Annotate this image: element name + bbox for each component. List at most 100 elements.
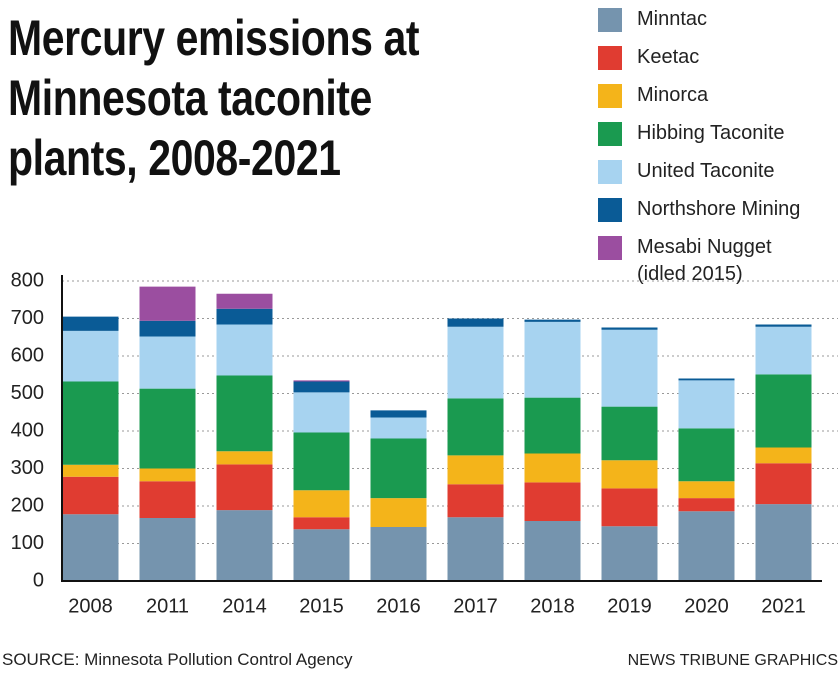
legend-label: Minorca [637, 84, 709, 106]
bar-segment [293, 392, 350, 433]
x-tick-label: 2017 [453, 595, 498, 617]
bar-segment [139, 336, 196, 389]
y-tick-label: 0 [33, 569, 44, 591]
bar-segment [62, 476, 119, 515]
bar-segment [62, 464, 119, 477]
y-tick-label: 500 [11, 382, 44, 404]
legend-swatch [598, 46, 622, 70]
bar-segment [601, 526, 658, 581]
legend-item: Minorca [598, 84, 812, 122]
legend-swatch [598, 8, 622, 32]
bar-segment [139, 286, 196, 321]
bar-segment [293, 529, 350, 581]
bar-segment [601, 460, 658, 489]
bar-segment [524, 453, 581, 483]
bar-segment [62, 316, 119, 331]
legend-swatch [598, 122, 622, 146]
bar-segment [601, 329, 658, 407]
bar-segment [216, 510, 273, 581]
bar-segment [62, 381, 119, 465]
bar-segment [370, 410, 427, 418]
bar-segment [139, 388, 196, 469]
bar-segment [601, 327, 658, 330]
legend-item: Keetac [598, 46, 812, 84]
bar-segment [755, 463, 812, 505]
legend-label: Hibbing Taconite [637, 122, 785, 144]
bar-segment [524, 521, 581, 581]
bar-segment [524, 482, 581, 521]
bar-segment [370, 438, 427, 499]
bar-segment [601, 406, 658, 461]
y-tick-label: 100 [11, 532, 44, 554]
bar-segment [755, 447, 812, 464]
legend-label: United Taconite [637, 160, 775, 182]
bar-segment [447, 398, 504, 456]
legend-swatch [598, 198, 622, 222]
bar-segment [524, 321, 581, 398]
chart-title: Mercury emissions at Minnesota taconite … [8, 10, 420, 186]
legend-swatch [598, 236, 622, 260]
bar-segment [293, 517, 350, 530]
bar-segment [62, 514, 119, 581]
legend-item: Minntac [598, 8, 812, 46]
bar-segment [293, 380, 350, 382]
y-tick-label: 300 [11, 457, 44, 479]
bar-segment [447, 318, 504, 327]
credit: NEWS TRIBUNE GRAPHICS [627, 652, 838, 669]
legend: Minntac Keetac Minorca Hibbing Taconite Unit… [598, 8, 812, 285]
bar-segment [216, 308, 273, 325]
y-tick-label: 600 [11, 344, 44, 366]
bar-segment [62, 330, 119, 382]
bar-segment [370, 527, 427, 581]
bar-segment [755, 324, 812, 327]
x-tick-label: 2020 [684, 595, 729, 617]
bar-segment [524, 397, 581, 454]
bar-segment [755, 374, 812, 448]
bar-segment [293, 432, 350, 491]
bar-segment [139, 468, 196, 482]
bar-segment [216, 375, 273, 452]
bar-segment [678, 481, 735, 499]
x-tick-label: 2014 [222, 595, 267, 617]
bar-segment [216, 324, 273, 376]
legend-item: Northshore Mining [598, 198, 812, 236]
y-tick-label: 700 [11, 307, 44, 329]
legend-label: Mesabi Nugget (idled 2015) [637, 236, 772, 285]
legend-label: Minntac [637, 8, 708, 30]
legend-label: Keetac [637, 46, 700, 68]
bar-segment [678, 498, 735, 512]
bar-segment [370, 498, 427, 527]
bar-segment [601, 488, 658, 527]
bar-segment [678, 428, 735, 482]
bar-segment [216, 464, 273, 511]
source: SOURCE: Minnesota Pollution Control Agen… [2, 650, 353, 669]
legend-item: United Taconite [598, 160, 812, 198]
x-tick-label: 2016 [376, 595, 421, 617]
legend-item: Hibbing Taconite [598, 122, 812, 160]
bar-segment [755, 504, 812, 581]
bar-segment [447, 517, 504, 581]
bar-segment [216, 293, 273, 309]
x-tick-label: 2019 [607, 595, 652, 617]
x-tick-label: 2018 [530, 595, 575, 617]
bar-segment [139, 481, 196, 518]
bar-segment [370, 417, 427, 439]
bar-segment [447, 326, 504, 399]
bar-segment [139, 320, 196, 337]
bar-segment [678, 380, 735, 429]
legend-swatch [598, 84, 622, 108]
legend-item: Mesabi Nugget (idled 2015) [598, 236, 812, 285]
y-tick-label: 400 [11, 419, 44, 441]
bar-segment [755, 326, 812, 375]
bar-segment [447, 455, 504, 485]
x-tick-label: 2011 [146, 595, 189, 617]
x-tick-label: 2008 [68, 595, 113, 617]
x-tick-label: 2021 [761, 595, 806, 617]
legend-label: Northshore Mining [637, 198, 801, 220]
bar-segment [524, 319, 581, 322]
bar-segment [678, 378, 735, 381]
bar-segment [678, 511, 735, 581]
bar-segment [216, 451, 273, 465]
